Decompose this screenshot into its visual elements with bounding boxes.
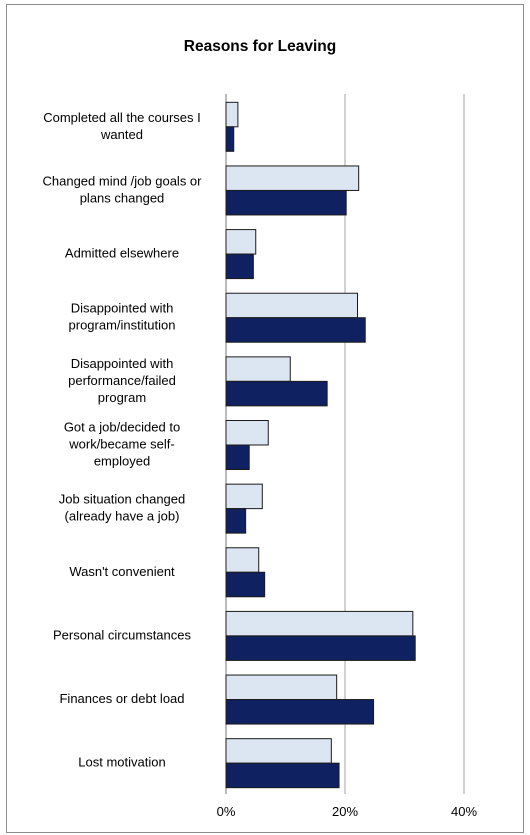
bar bbox=[225, 101, 239, 128]
bar bbox=[225, 635, 416, 661]
x-tick-label: 40% bbox=[451, 804, 477, 819]
category-label: Got a job/decided to work/became self-emp… bbox=[64, 420, 180, 469]
category-label: Disappointed with program/institution bbox=[69, 301, 176, 333]
bars bbox=[225, 101, 416, 789]
category-label: Lost motivation bbox=[78, 755, 165, 770]
category-label: Finances or debt load bbox=[59, 691, 184, 706]
category-label: Admitted elsewhere bbox=[65, 246, 179, 261]
bar bbox=[225, 253, 254, 280]
category-label: Personal circumstances bbox=[53, 627, 191, 642]
category-label: Job situation changed (already have a job… bbox=[59, 492, 185, 524]
bar bbox=[225, 317, 366, 343]
category-label: Disappointed with performance/failed progr… bbox=[68, 356, 176, 405]
bar bbox=[225, 674, 338, 701]
bar bbox=[225, 444, 250, 470]
bar bbox=[225, 126, 235, 152]
category-label: Changed mind /job goals or plans changed bbox=[43, 173, 203, 205]
bar bbox=[225, 356, 291, 382]
bar bbox=[225, 165, 360, 191]
bar bbox=[225, 571, 266, 598]
bar bbox=[225, 420, 269, 446]
bar bbox=[225, 380, 328, 407]
bar bbox=[225, 610, 414, 637]
bar bbox=[225, 738, 332, 764]
bar bbox=[225, 508, 247, 534]
bar bbox=[225, 292, 358, 319]
chart-title: Reasons for Leaving bbox=[184, 38, 336, 55]
bar bbox=[225, 229, 257, 255]
x-tick-labels: 0% 20% 40% bbox=[217, 804, 478, 819]
x-tick-label: 20% bbox=[332, 804, 358, 819]
bar bbox=[225, 699, 375, 725]
bar bbox=[225, 483, 263, 510]
x-tick-label: 0% bbox=[217, 804, 236, 819]
bar bbox=[225, 762, 340, 789]
category-label: Wasn't convenient bbox=[69, 564, 175, 579]
bar bbox=[225, 547, 260, 573]
bar bbox=[225, 189, 347, 216]
